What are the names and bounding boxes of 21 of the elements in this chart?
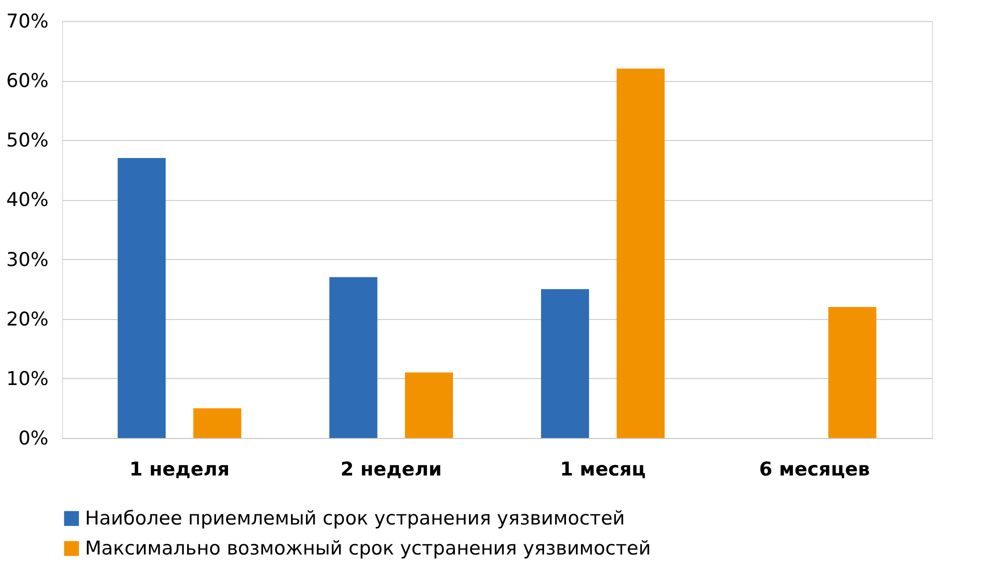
bar [329, 277, 378, 438]
y-tick-label: 50% [6, 130, 48, 152]
y-tick-label: 40% [6, 189, 48, 212]
y-tick-label: 70% [6, 10, 48, 32]
y-tick-label: 10% [6, 368, 48, 390]
x-tick-label: 1 месяц [560, 458, 646, 480]
x-tick-label: 2 недели [340, 458, 442, 480]
x-tick-label: 1 неделя [129, 458, 230, 480]
y-tick-label: 60% [6, 70, 48, 92]
y-tick-label: 30% [6, 248, 48, 271]
bar [541, 289, 590, 438]
legend-label: Наиболее приемлемый срок устранения уязвимостей [85, 508, 625, 530]
bar [616, 68, 665, 438]
y-tick-label: 20% [6, 308, 48, 330]
y-tick-label: 0% [18, 428, 48, 450]
bar [118, 158, 166, 438]
legend-label: Максимально возможный срок устранения уязвимостей [85, 538, 651, 560]
bar [193, 408, 242, 438]
bar [404, 372, 453, 438]
x-tick-label: 6 месяцев [759, 458, 870, 480]
bar [828, 306, 876, 438]
